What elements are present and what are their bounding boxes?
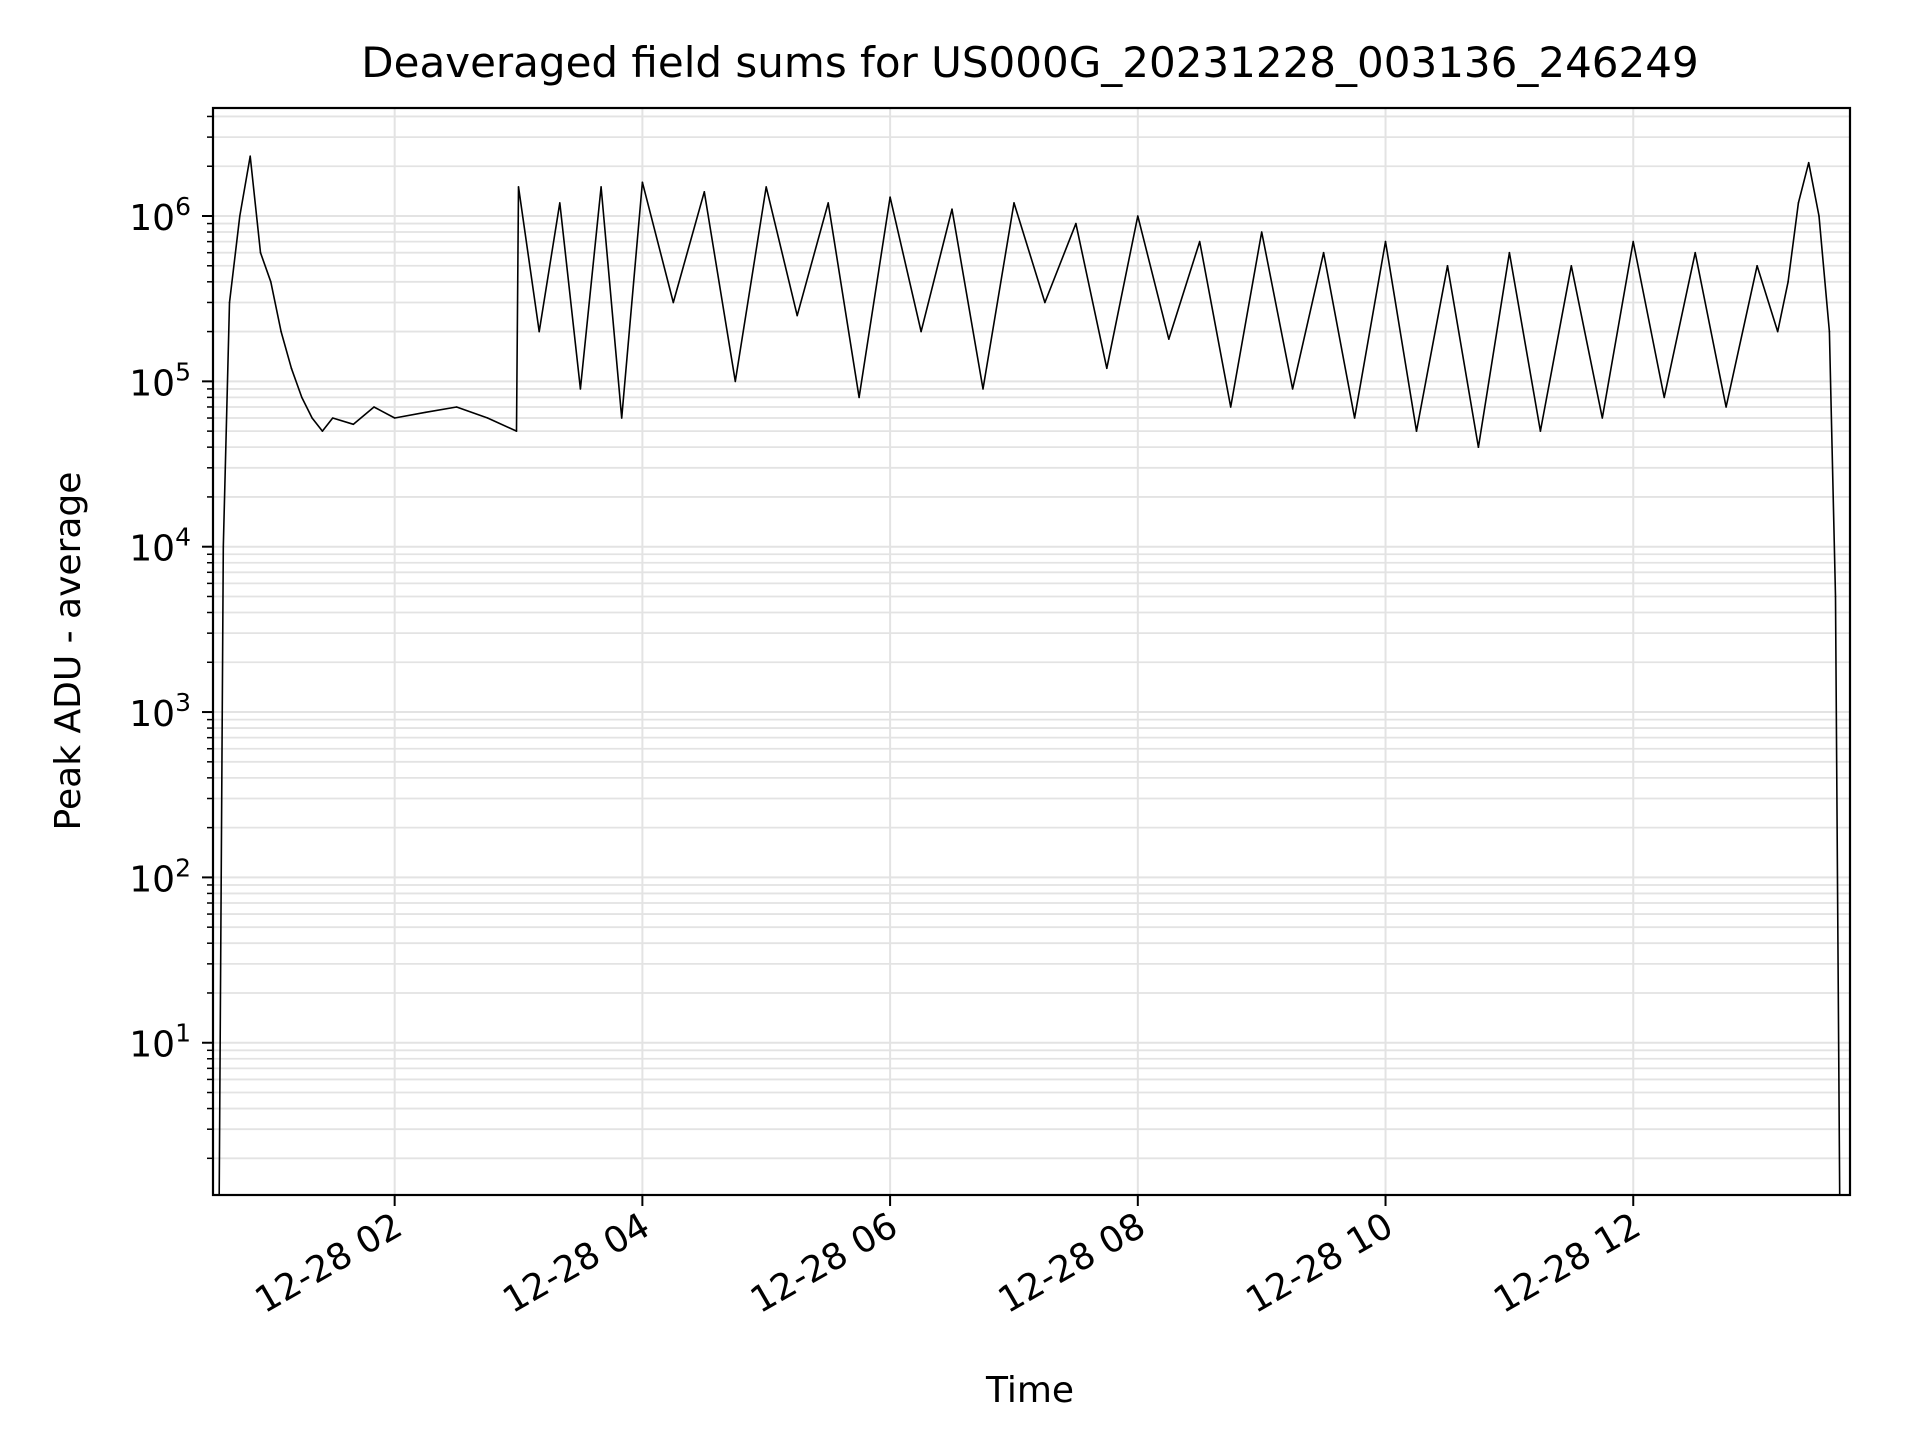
plot-area-frame	[211, 106, 1852, 1197]
y-tick-label: 102	[129, 853, 191, 900]
data-point	[1477, 446, 1480, 449]
data-point	[239, 215, 241, 217]
chart-title: Deaveraged field sums for US000G_2023122…	[361, 38, 1698, 87]
data-point	[321, 430, 324, 432]
data-point	[951, 208, 953, 210]
data-point	[579, 388, 582, 390]
data-point	[1828, 330, 1831, 333]
data-point	[259, 251, 262, 254]
data-point	[858, 396, 860, 399]
data-point	[1384, 240, 1387, 243]
data-point	[1601, 417, 1604, 419]
data-point	[1291, 388, 1294, 390]
data-point	[1198, 240, 1201, 243]
data-point	[515, 430, 518, 432]
data-point	[352, 423, 355, 426]
data-point	[1818, 215, 1820, 217]
y-tick-label: 105	[129, 357, 191, 404]
data-point	[889, 196, 891, 198]
data-point	[672, 301, 675, 304]
x-axis-label: Time	[985, 1370, 1074, 1411]
data-point	[1725, 406, 1727, 408]
data-point	[1756, 265, 1758, 267]
data-point	[1508, 251, 1511, 254]
data-point	[703, 191, 706, 193]
data-point	[1694, 251, 1696, 254]
data-point	[1106, 367, 1108, 370]
y-axis-label: Peak ADU - average	[48, 472, 89, 831]
data-point	[249, 155, 251, 157]
data-point	[796, 314, 798, 317]
data-point	[331, 417, 334, 419]
y-tick-label: 101	[129, 1019, 191, 1066]
data-point	[1539, 430, 1542, 432]
grid-lines	[213, 108, 1850, 1195]
data-point	[1776, 330, 1779, 333]
data-point	[1137, 215, 1139, 217]
data-point	[1415, 430, 1418, 432]
y-tick-label: 106	[129, 192, 191, 239]
data-point	[290, 367, 293, 370]
data-point	[538, 330, 540, 333]
data-point	[393, 417, 396, 419]
data-point	[1632, 240, 1634, 243]
data-point	[1446, 265, 1449, 267]
data-point	[1353, 417, 1356, 419]
data-point	[620, 417, 623, 419]
data-point	[270, 281, 272, 283]
data-point	[1260, 231, 1263, 233]
y-tick-label: 103	[129, 688, 191, 735]
data-point	[982, 388, 984, 390]
data-point	[373, 406, 375, 408]
data-point	[1013, 202, 1015, 204]
data-point	[734, 380, 737, 383]
data-point	[1168, 338, 1170, 340]
data-point	[1322, 251, 1325, 254]
data-point	[600, 186, 602, 188]
data-point	[1663, 396, 1665, 399]
data-point	[301, 396, 303, 399]
data-point	[517, 186, 520, 188]
data-point	[1787, 281, 1789, 283]
data-point	[228, 301, 231, 304]
data-point	[280, 330, 282, 333]
data-point	[1075, 222, 1077, 225]
data-point	[1797, 202, 1800, 204]
data-point	[1229, 406, 1232, 408]
data-point	[559, 202, 561, 204]
data-point	[1570, 265, 1573, 267]
data-point	[486, 417, 489, 419]
data-point	[311, 417, 313, 419]
series-layer	[218, 155, 1841, 1195]
data-point	[424, 411, 427, 414]
data-point	[765, 186, 767, 188]
data-point	[920, 330, 922, 333]
data-point	[641, 181, 644, 184]
data-point	[1044, 301, 1046, 304]
data-point	[222, 545, 225, 548]
data-point	[827, 202, 829, 204]
data-point	[455, 406, 458, 408]
data-point	[1834, 595, 1837, 598]
data-point	[1807, 161, 1810, 164]
y-tick-label: 104	[129, 523, 191, 570]
